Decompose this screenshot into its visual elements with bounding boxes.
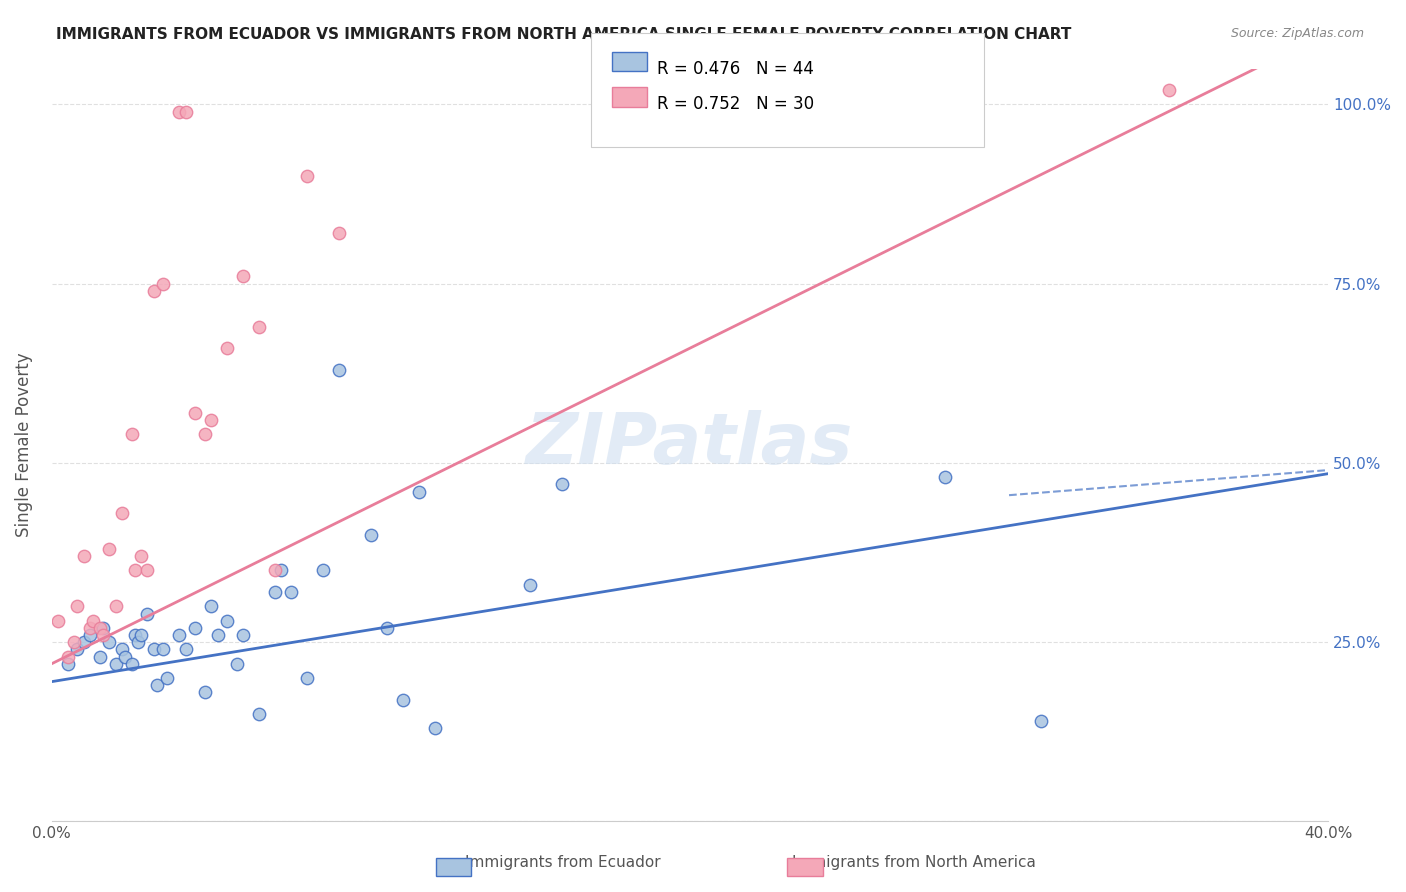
- Point: [169, 628, 191, 642]
- Point: [200, 413, 222, 427]
- Point: [124, 628, 146, 642]
- Text: Immigrants from North America: Immigrants from North America: [792, 855, 1036, 870]
- Point: [73, 635, 96, 649]
- Point: [56, 657, 79, 671]
- Point: [127, 635, 149, 649]
- Text: Source: ZipAtlas.com: Source: ZipAtlas.com: [1230, 27, 1364, 40]
- Point: [98, 635, 121, 649]
- Point: [79, 628, 101, 642]
- Point: [247, 706, 270, 721]
- Point: [360, 527, 382, 541]
- Point: [247, 319, 270, 334]
- Point: [194, 685, 217, 699]
- Point: [423, 721, 446, 735]
- Point: [152, 277, 174, 291]
- Point: [934, 470, 956, 484]
- Point: [104, 599, 127, 614]
- Point: [295, 671, 318, 685]
- Point: [194, 427, 217, 442]
- Point: [82, 614, 104, 628]
- Point: [200, 599, 222, 614]
- Point: [408, 484, 430, 499]
- Point: [1157, 83, 1180, 97]
- Point: [169, 104, 191, 119]
- Point: [207, 628, 229, 642]
- Point: [66, 642, 89, 657]
- Text: ZIPatlas: ZIPatlas: [526, 410, 853, 480]
- Point: [142, 642, 165, 657]
- Point: [79, 621, 101, 635]
- Point: [114, 649, 136, 664]
- Point: [312, 564, 335, 578]
- Text: R = 0.752   N = 30: R = 0.752 N = 30: [657, 95, 814, 113]
- Point: [56, 649, 79, 664]
- Y-axis label: Single Female Poverty: Single Female Poverty: [15, 352, 32, 537]
- Point: [551, 477, 574, 491]
- Point: [111, 506, 134, 520]
- Point: [104, 657, 127, 671]
- Point: [129, 628, 152, 642]
- Point: [280, 585, 302, 599]
- Point: [136, 607, 159, 621]
- Point: [232, 269, 254, 284]
- Point: [91, 628, 114, 642]
- Point: [98, 541, 121, 556]
- Point: [264, 564, 287, 578]
- Point: [152, 642, 174, 657]
- Point: [270, 564, 292, 578]
- Text: R = 0.476   N = 44: R = 0.476 N = 44: [657, 60, 814, 78]
- Point: [174, 104, 197, 119]
- Point: [156, 671, 179, 685]
- Text: Immigrants from Ecuador: Immigrants from Ecuador: [464, 855, 661, 870]
- Point: [184, 406, 207, 420]
- Point: [91, 621, 114, 635]
- Point: [89, 649, 111, 664]
- Point: [217, 341, 239, 355]
- Point: [295, 169, 318, 183]
- Point: [46, 614, 69, 628]
- Point: [121, 657, 143, 671]
- Point: [328, 362, 350, 376]
- Point: [146, 678, 169, 692]
- Point: [111, 642, 134, 657]
- Point: [89, 621, 111, 635]
- Point: [136, 564, 159, 578]
- Point: [129, 549, 152, 563]
- Point: [232, 628, 254, 642]
- Point: [121, 427, 143, 442]
- Point: [217, 614, 239, 628]
- Point: [1029, 714, 1052, 728]
- Point: [124, 564, 146, 578]
- Point: [375, 621, 398, 635]
- Point: [63, 635, 86, 649]
- Point: [66, 599, 89, 614]
- Point: [174, 642, 197, 657]
- Point: [225, 657, 247, 671]
- Point: [519, 578, 541, 592]
- Point: [73, 549, 96, 563]
- Point: [142, 284, 165, 298]
- Point: [184, 621, 207, 635]
- Point: [264, 585, 287, 599]
- Text: IMMIGRANTS FROM ECUADOR VS IMMIGRANTS FROM NORTH AMERICA SINGLE FEMALE POVERTY C: IMMIGRANTS FROM ECUADOR VS IMMIGRANTS FR…: [56, 27, 1071, 42]
- Point: [328, 227, 350, 241]
- Point: [391, 692, 413, 706]
